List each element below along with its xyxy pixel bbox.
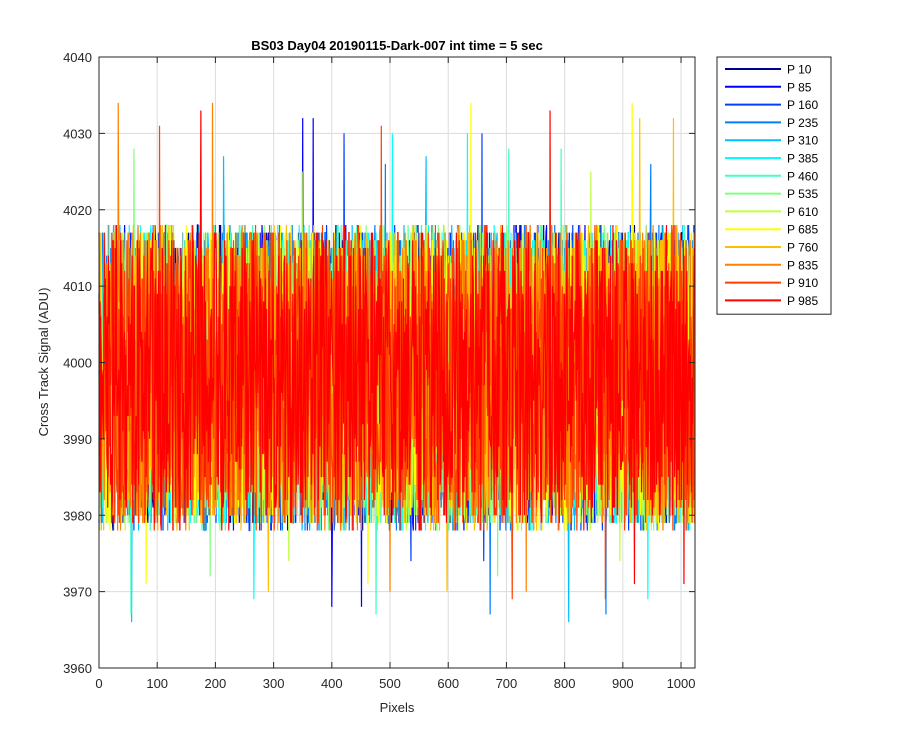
- legend-label: P 85: [787, 80, 812, 94]
- legend-label: P 910: [787, 276, 818, 290]
- x-tick-label: 500: [379, 676, 401, 691]
- legend-label: P 460: [787, 169, 818, 183]
- series-line: [98, 110, 696, 584]
- x-tick-label: 100: [146, 676, 168, 691]
- x-tick-label: 1000: [667, 676, 696, 691]
- x-tick-label: 600: [437, 676, 459, 691]
- legend-label: P 760: [787, 241, 818, 255]
- x-axis-label: Pixels: [380, 700, 415, 715]
- legend-label: P 235: [787, 116, 818, 130]
- x-tick-label: 800: [554, 676, 576, 691]
- y-tick-label: 4020: [63, 203, 92, 218]
- y-tick-label: 3960: [63, 661, 92, 676]
- chart-title: BS03 Day04 20190115-Dark-007 int time = …: [251, 38, 543, 53]
- legend-label: P 10: [787, 63, 812, 77]
- legend-box: [716, 56, 832, 315]
- x-tick-label: 200: [205, 676, 227, 691]
- legend-label: P 610: [787, 205, 818, 219]
- x-tick-label: 700: [496, 676, 518, 691]
- y-axis-label: Cross Track Signal (ADU): [36, 288, 51, 437]
- legend-label: P 535: [787, 187, 818, 201]
- x-tick-label: 400: [321, 676, 343, 691]
- x-tick-label: 0: [95, 676, 102, 691]
- legend-label: P 985: [787, 294, 818, 308]
- x-tick-label: 300: [263, 676, 285, 691]
- axes-layer: 0 100 200 300 400 500 600 700 800 900 1000 3960 3970…: [63, 50, 695, 691]
- legend: P 10 P 85 P 160 P 235 P 310 P 385 P 460 P 535 P …: [716, 56, 832, 315]
- y-tick-label: 3990: [63, 432, 92, 447]
- series-layer: [98, 102, 696, 623]
- y-tick-label: 4030: [63, 126, 92, 141]
- legend-label: P 835: [787, 258, 818, 272]
- x-tick-label: 900: [612, 676, 634, 691]
- y-tick-label: 4000: [63, 356, 92, 371]
- y-tick-label: 3970: [63, 585, 92, 600]
- y-tick-label: 4040: [63, 50, 92, 65]
- legend-label: P 385: [787, 152, 818, 166]
- legend-label: P 685: [787, 223, 818, 237]
- y-tick-label: 3980: [63, 508, 92, 523]
- legend-label: P 160: [787, 98, 818, 112]
- legend-label: P 310: [787, 134, 818, 148]
- y-tick-label: 4010: [63, 279, 92, 294]
